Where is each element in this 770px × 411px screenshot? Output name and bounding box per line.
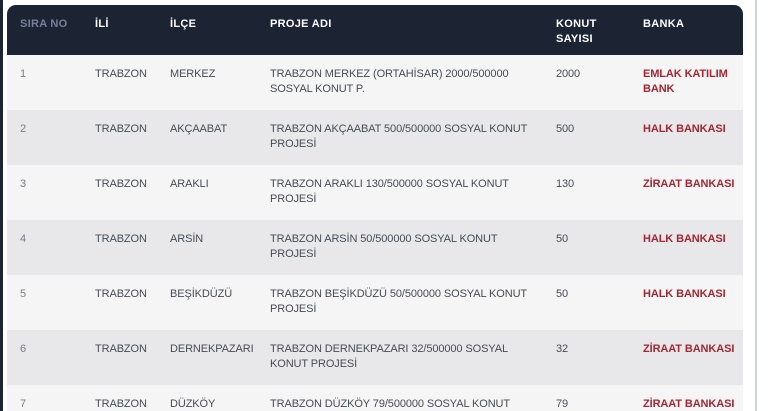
cell-banka: HALK BANKASI bbox=[643, 233, 726, 245]
cell-ili: TRABZON bbox=[95, 68, 147, 80]
cell-ili: TRABZON bbox=[95, 288, 147, 300]
cell-proje-adi: TRABZON BEŞİKDÜZÜ 50/500000 SOSYAL KONUT… bbox=[270, 288, 527, 315]
cell-banka: ZİRAAT BANKASI bbox=[643, 343, 735, 355]
cell-sira-no: 6 bbox=[20, 343, 27, 355]
column-header-ili: İLİ bbox=[88, 5, 163, 55]
column-header-sira-no: SIRA NO bbox=[7, 5, 88, 55]
cell-ilce: MERKEZ bbox=[170, 68, 216, 80]
cell-banka: EMLAK KATILIM BANK bbox=[643, 68, 728, 95]
cell-sira-no: 7 bbox=[20, 398, 27, 410]
table-header: SIRA NO İLİ İLÇE PROJE ADI KONUT SAYISI … bbox=[7, 5, 743, 55]
cell-banka: ZİRAAT BANKASI bbox=[643, 398, 735, 410]
table-row: 6 TRABZON DERNEKPAZARI TRABZON DERNEKPAZ… bbox=[7, 330, 743, 385]
projects-table: SIRA NO İLİ İLÇE PROJE ADI KONUT SAYISI … bbox=[7, 5, 743, 411]
cell-ili: TRABZON bbox=[95, 123, 147, 135]
cell-sira-no: 2 bbox=[20, 123, 27, 135]
table-row: 3 TRABZON ARAKLI TRABZON ARAKLI 130/5000… bbox=[7, 165, 743, 220]
column-header-banka: BANKA bbox=[635, 5, 743, 55]
cell-ili: TRABZON bbox=[95, 178, 147, 190]
cell-sira-no: 3 bbox=[20, 178, 27, 190]
cell-konut-sayisi: 130 bbox=[556, 178, 575, 190]
cell-konut-sayisi: 500 bbox=[556, 123, 575, 135]
projects-table-container: SIRA NO İLİ İLÇE PROJE ADI KONUT SAYISI … bbox=[7, 5, 743, 411]
cell-konut-sayisi: 50 bbox=[556, 288, 569, 300]
table-row: 1 TRABZON MERKEZ TRABZON MERKEZ (ORTAHİS… bbox=[7, 55, 743, 110]
cell-banka: ZİRAAT BANKASI bbox=[643, 178, 735, 190]
column-header-ilce: İLÇE bbox=[163, 5, 263, 55]
cell-ilce: ARAKLI bbox=[170, 178, 209, 190]
page-left-edge bbox=[0, 0, 3, 411]
cell-konut-sayisi: 50 bbox=[556, 233, 569, 245]
cell-ilce: ARSİN bbox=[170, 233, 204, 245]
cell-banka: HALK BANKASI bbox=[643, 288, 726, 300]
cell-ilce: BEŞİKDÜZÜ bbox=[170, 288, 233, 300]
column-header-proje-adi: PROJE ADI bbox=[263, 5, 548, 55]
cell-konut-sayisi: 2000 bbox=[556, 68, 581, 80]
cell-ili: TRABZON bbox=[95, 233, 147, 245]
cell-proje-adi: TRABZON ARAKLI 130/500000 SOSYAL KONUT P… bbox=[270, 178, 509, 205]
cell-sira-no: 5 bbox=[20, 288, 27, 300]
cell-sira-no: 4 bbox=[20, 233, 27, 245]
cell-proje-adi: TRABZON AKÇAABAT 500/500000 SOSYAL KONUT… bbox=[270, 123, 528, 150]
cell-konut-sayisi: 32 bbox=[556, 343, 569, 355]
cell-ili: TRABZON bbox=[95, 343, 147, 355]
table-row: 5 TRABZON BEŞİKDÜZÜ TRABZON BEŞİKDÜZÜ 50… bbox=[7, 275, 743, 330]
cell-konut-sayisi: 79 bbox=[556, 398, 569, 410]
cell-proje-adi: TRABZON MERKEZ (ORTAHİSAR) 2000/500000 S… bbox=[270, 68, 509, 95]
column-header-konut-sayisi: KONUT SAYISI bbox=[548, 5, 635, 55]
cell-ilce: DERNEKPAZARI bbox=[170, 343, 254, 355]
cell-proje-adi: TRABZON ARSİN 50/500000 SOSYAL KONUT PRO… bbox=[270, 233, 498, 260]
cell-banka: HALK BANKASI bbox=[643, 123, 726, 135]
cell-proje-adi: TRABZON DÜZKÖY 79/500000 SOSYAL KONUT PR… bbox=[270, 398, 510, 410]
table-row: 4 TRABZON ARSİN TRABZON ARSİN 50/500000 … bbox=[7, 220, 743, 275]
cell-ili: TRABZON bbox=[95, 398, 147, 410]
table-body: 1 TRABZON MERKEZ TRABZON MERKEZ (ORTAHİS… bbox=[7, 55, 743, 411]
cell-ilce: DÜZKÖY bbox=[170, 398, 216, 410]
cell-proje-adi: TRABZON DERNEKPAZARI 32/500000 SOSYAL KO… bbox=[270, 343, 508, 370]
cell-sira-no: 1 bbox=[20, 68, 27, 80]
table-row: 7 TRABZON DÜZKÖY TRABZON DÜZKÖY 79/50000… bbox=[7, 385, 743, 411]
scrollbar[interactable] bbox=[755, 0, 757, 411]
table-row: 2 TRABZON AKÇAABAT TRABZON AKÇAABAT 500/… bbox=[7, 110, 743, 165]
cell-ilce: AKÇAABAT bbox=[170, 123, 228, 135]
table-header-row: SIRA NO İLİ İLÇE PROJE ADI KONUT SAYISI … bbox=[7, 5, 743, 55]
